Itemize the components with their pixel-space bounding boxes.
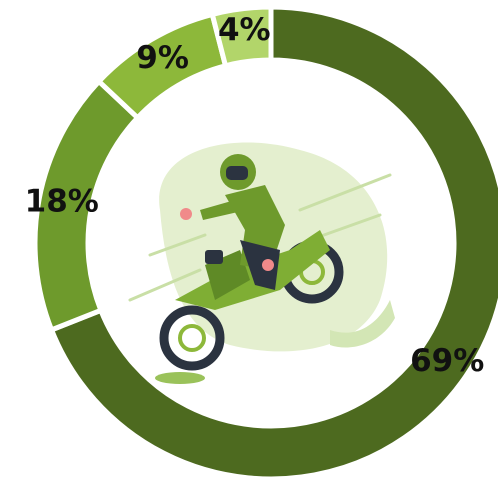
value-label: 69% xyxy=(410,343,484,379)
value-label: 9% xyxy=(136,40,189,76)
value-label: 18% xyxy=(25,184,99,220)
value-label: 4% xyxy=(218,12,271,48)
rider-illustration xyxy=(128,142,395,384)
labels: 69% 18% 9% 4% xyxy=(25,12,485,379)
